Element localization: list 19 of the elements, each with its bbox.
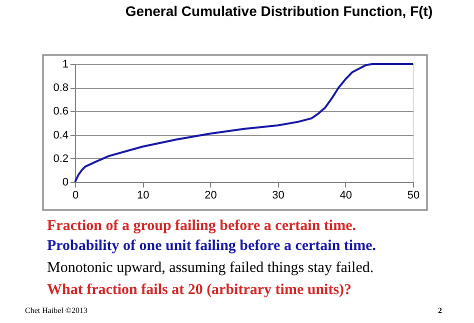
x-tick-label: 50 — [407, 190, 420, 202]
x-tick-label: 10 — [136, 190, 150, 202]
text: Probability of one unit failing before a certain time. — [47, 238, 376, 254]
text: Monotonic upward, assuming failed things stay failed. — [47, 260, 374, 276]
y-tick-label: 0.4 — [53, 129, 68, 142]
y-tick-label: 0.2 — [53, 152, 68, 165]
x-tick-label: 30 — [272, 190, 284, 202]
y-tick-label: 0.6 — [53, 106, 68, 118]
y-tick-label: 0 — [62, 176, 68, 188]
x-tick-label: 0 — [72, 190, 79, 202]
x-tick-label: 20 — [204, 190, 217, 202]
text: Fraction of a group failing before a certain time. — [47, 218, 356, 234]
chart-title: General Cumulative Distribution Function, F(t) — [125, 3, 433, 19]
y-tick-label: 1 — [62, 58, 68, 70]
y-tick-label: 0.8 — [53, 82, 68, 94]
x-tick-label: 40 — [340, 190, 352, 202]
text: What fraction fails at 20 (arbitrary time units)? — [47, 282, 352, 298]
text: 2 — [438, 306, 442, 315]
text: Chet Haibel ©2013 — [25, 306, 88, 315]
